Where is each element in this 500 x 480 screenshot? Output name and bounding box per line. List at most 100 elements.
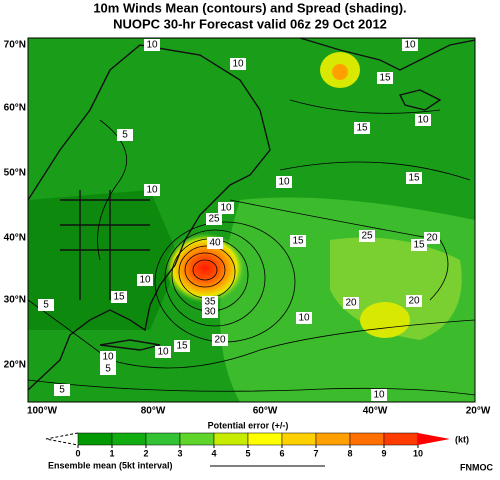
colorbar-tick-label: 4: [211, 448, 216, 458]
colorbar-segment: [179, 432, 215, 446]
colorbar-segment: [281, 432, 317, 446]
contour-label: 5: [105, 364, 111, 375]
map: [28, 38, 475, 402]
contour-label-bg: [174, 340, 190, 352]
lon-label: 100°W: [27, 406, 58, 417]
colorbar-tick-label: 10: [413, 448, 423, 458]
contour-label-bg: [100, 363, 116, 375]
contour-label-bg: [207, 237, 223, 249]
colorbar-tick-label: 1: [109, 448, 114, 458]
contour-label-bg: [202, 306, 218, 318]
contour-label: 20: [408, 296, 420, 307]
contour-label: 5: [122, 130, 128, 141]
lat-label: 60°N: [4, 103, 26, 114]
contour-label-bg: [359, 230, 375, 242]
colorbar-under: [45, 432, 79, 446]
contour-label-bg: [402, 39, 418, 51]
colorbar-tick-label: 5: [245, 448, 250, 458]
contour-label: 15: [176, 341, 188, 352]
colorbar-over: [418, 433, 450, 445]
contour-label-bg: [415, 114, 431, 126]
contour-label-bg: [117, 129, 133, 141]
contour-label-bg: [137, 274, 153, 286]
contour-label-bg: [144, 39, 160, 51]
colorbar-tick-label: 8: [347, 448, 352, 458]
contour-label: 15: [113, 292, 125, 303]
contour-label-bg: [406, 172, 422, 184]
contour-label-bg: [202, 296, 218, 308]
colorbar-segment: [111, 432, 147, 446]
contour-label: 25: [208, 214, 220, 225]
contour-label-bg: [155, 346, 171, 358]
contour-label-bg: [371, 389, 387, 401]
coastlines: [28, 38, 475, 391]
contour-label-bg: [144, 184, 160, 196]
contour-label-bg: [290, 235, 306, 247]
contour-label: 10: [220, 203, 232, 214]
colorbar-segment: [213, 432, 249, 446]
contour-label: 10: [232, 59, 244, 70]
contour-label-bg: [230, 58, 246, 70]
contour-label: 10: [146, 185, 158, 196]
contour-label: 15: [413, 240, 425, 251]
contour-label-bg: [111, 291, 127, 303]
contour-label: 5: [43, 300, 49, 311]
contour-label: 10: [278, 177, 290, 188]
lon-label: 40°W: [363, 406, 388, 417]
colorbar-segment: [315, 432, 351, 446]
lon-label: 80°W: [141, 406, 166, 417]
contour-label: 20: [345, 298, 357, 309]
contour-label-bg: [218, 202, 234, 214]
contour-label: 30: [204, 307, 216, 318]
contour-label: 20: [214, 335, 226, 346]
lat-label: 70°N: [4, 40, 26, 51]
title-line: 10m Winds Mean (contours) and Spread (sh…: [93, 0, 406, 15]
contour-label-bg: [343, 297, 359, 309]
contour-label-bg: [411, 239, 427, 251]
contour-label-bg: [38, 299, 54, 311]
lat-label: 20°N: [4, 360, 26, 371]
contour-label: 10: [298, 313, 310, 324]
contour-label: 10: [373, 390, 385, 401]
lat-label: 30°N: [4, 295, 26, 306]
contour-label-bg: [206, 213, 222, 225]
colorbar-segment: [349, 432, 385, 446]
contour-label: 40: [209, 238, 221, 249]
contour-label-bg: [212, 334, 228, 346]
contour-label-bg: [276, 176, 292, 188]
contour-label-bg: [54, 384, 70, 396]
contour-label-bg: [296, 312, 312, 324]
colorbar-tick-label: 7: [313, 448, 318, 458]
colorbar-tick-label: 9: [381, 448, 386, 458]
lat-label: 40°N: [4, 233, 26, 244]
contour-label: 10: [157, 347, 169, 358]
colorbar-label: Potential error (+/-): [208, 420, 289, 430]
contour-label: 15: [379, 73, 391, 84]
legend-text: Ensemble mean (5kt interval): [48, 460, 173, 470]
contour-label-bg: [406, 295, 422, 307]
contour-label-bg: [377, 72, 393, 84]
contour-label: 15: [292, 236, 304, 247]
colorbar-segment: [247, 432, 283, 446]
colorbar-tick-label: 0: [75, 448, 80, 458]
contour-label: 15: [408, 173, 420, 184]
contour-label: 10: [139, 275, 151, 286]
title-line: NUOPC 30-hr Forecast valid 06z 29 Oct 20…: [113, 16, 387, 31]
shade-high: [332, 64, 348, 80]
colorbar-tick-label: 6: [279, 448, 284, 458]
contour-label: 10: [404, 40, 416, 51]
contour-label: 25: [361, 231, 373, 242]
colorbar: 0 1 2 3 4 5 6 7 8 9 10: [45, 432, 450, 458]
credit: FNMOC: [460, 462, 493, 472]
contour-label: 20: [426, 233, 438, 244]
contour-label: 35: [204, 297, 216, 308]
map-frame: [27, 37, 476, 403]
contour-label: 10: [417, 115, 429, 126]
contour-label-bg: [424, 232, 440, 244]
contour-label-bg: [100, 351, 116, 363]
contour-label-bg: [354, 122, 370, 134]
lat-label: 50°N: [4, 168, 26, 179]
colorbar-segment: [77, 432, 113, 446]
colorbar-unit: (kt): [455, 434, 469, 444]
